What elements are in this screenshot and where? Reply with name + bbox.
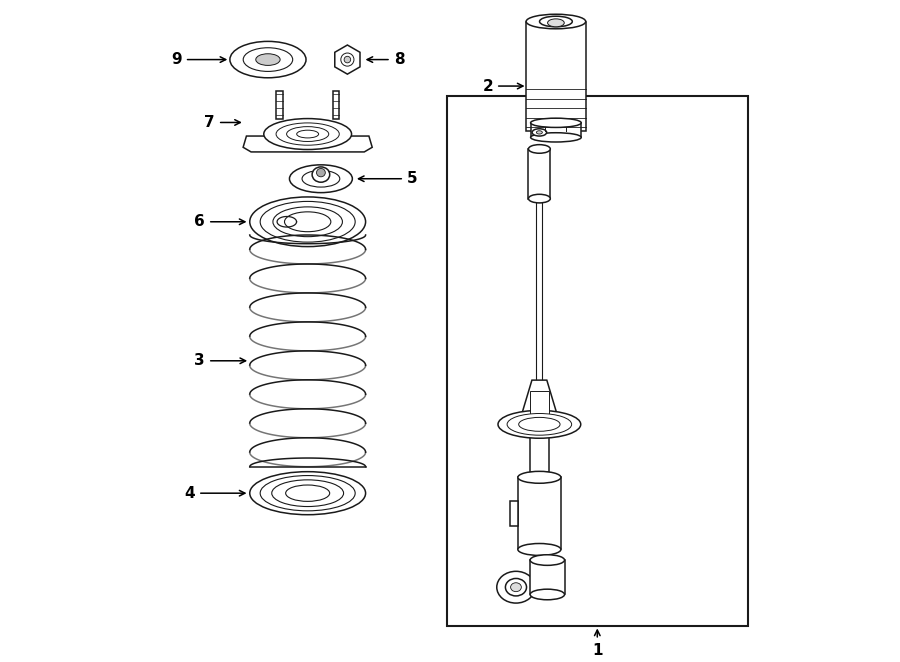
- Ellipse shape: [264, 118, 352, 150]
- Bar: [530, 391, 549, 424]
- Ellipse shape: [531, 132, 581, 142]
- Text: 5: 5: [358, 171, 418, 186]
- Ellipse shape: [518, 544, 561, 555]
- Ellipse shape: [230, 41, 306, 77]
- Ellipse shape: [539, 16, 572, 27]
- Ellipse shape: [302, 170, 340, 187]
- Ellipse shape: [547, 19, 564, 26]
- Text: 9: 9: [171, 52, 226, 67]
- Bar: [528, 149, 550, 199]
- Bar: [333, 91, 339, 118]
- Ellipse shape: [286, 126, 328, 142]
- Ellipse shape: [518, 417, 560, 432]
- Ellipse shape: [510, 583, 521, 592]
- Ellipse shape: [518, 471, 561, 483]
- Ellipse shape: [273, 207, 342, 236]
- Bar: [526, 21, 586, 131]
- Polygon shape: [243, 136, 373, 152]
- Bar: [518, 477, 561, 549]
- Ellipse shape: [526, 14, 586, 29]
- Ellipse shape: [528, 195, 550, 203]
- Bar: [530, 560, 564, 594]
- Ellipse shape: [249, 471, 365, 515]
- Ellipse shape: [249, 197, 365, 247]
- Ellipse shape: [285, 485, 329, 501]
- Ellipse shape: [528, 144, 550, 153]
- Ellipse shape: [531, 118, 581, 128]
- Polygon shape: [335, 45, 360, 74]
- Bar: [446, 96, 748, 626]
- Text: 8: 8: [367, 52, 404, 67]
- Ellipse shape: [317, 168, 325, 177]
- Ellipse shape: [290, 165, 353, 193]
- Ellipse shape: [256, 54, 280, 66]
- Ellipse shape: [344, 56, 351, 63]
- Ellipse shape: [498, 410, 580, 438]
- Ellipse shape: [272, 480, 344, 506]
- Ellipse shape: [507, 414, 572, 435]
- Bar: [530, 416, 549, 472]
- Bar: [510, 501, 518, 526]
- Ellipse shape: [536, 131, 543, 134]
- Ellipse shape: [530, 555, 564, 565]
- Ellipse shape: [506, 579, 526, 596]
- Ellipse shape: [312, 167, 329, 182]
- Ellipse shape: [532, 128, 546, 136]
- Ellipse shape: [243, 48, 292, 71]
- Text: 3: 3: [194, 354, 246, 368]
- Ellipse shape: [497, 571, 536, 603]
- Text: 7: 7: [204, 115, 240, 130]
- Bar: [276, 91, 283, 118]
- Ellipse shape: [530, 589, 564, 600]
- Ellipse shape: [276, 123, 339, 145]
- Ellipse shape: [260, 201, 356, 242]
- Ellipse shape: [260, 475, 356, 511]
- Text: 6: 6: [194, 214, 245, 229]
- Ellipse shape: [341, 53, 354, 66]
- Ellipse shape: [284, 212, 331, 232]
- Ellipse shape: [297, 130, 319, 138]
- Polygon shape: [518, 380, 560, 424]
- Bar: [536, 202, 543, 419]
- Text: 2: 2: [482, 79, 523, 93]
- Text: 1: 1: [592, 630, 602, 657]
- Bar: [531, 123, 581, 138]
- Text: 4: 4: [184, 486, 245, 500]
